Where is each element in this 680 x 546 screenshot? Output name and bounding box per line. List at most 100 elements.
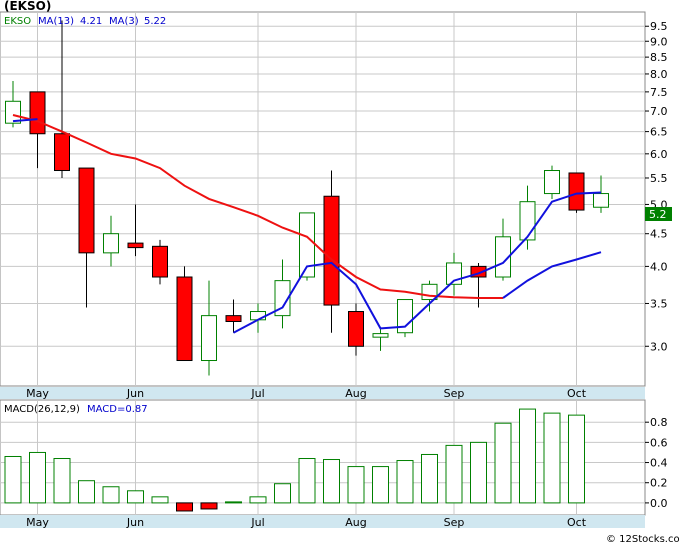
macd-month-band [0, 515, 645, 528]
chart-title: (EKSO) [4, 0, 51, 13]
price-y-tick-label: 7.0 [650, 105, 668, 118]
macd-histogram [4, 408, 585, 512]
candle-down [323, 195, 340, 306]
price-legend: EKSO MA(13) 4.21 MA(3) 5.22 [4, 16, 166, 27]
candle-up [544, 170, 560, 195]
candle-down [176, 276, 193, 362]
ma3-line-start [12, 118, 38, 123]
macd-x-axis: May Jun Jul Aug Sep Oct [26, 516, 587, 529]
footer-credit: © 12Stocks.com [606, 534, 680, 545]
macd-bar-positive [396, 460, 414, 504]
candle-up [5, 100, 21, 124]
macd-y-tick-label: 0.6 [650, 436, 668, 449]
legend-ma3-value: 5.22 [144, 16, 166, 27]
macd-y-tick-label: 0.0 [650, 497, 668, 510]
price-grid [0, 12, 645, 386]
candle-down [29, 91, 46, 135]
legend-ma13-label: MA(13) [38, 16, 74, 27]
candle-down [78, 167, 95, 254]
price-x-tick-label: Sep [444, 387, 465, 400]
macd-bar-negative [176, 502, 193, 512]
price-y-axis: 3.03.54.04.55.05.56.06.57.07.58.08.59.09… [645, 20, 668, 353]
macd-bar-positive [347, 466, 365, 504]
legend-ma3-label: MA(3) [109, 16, 139, 27]
legend-symbol: EKSO [4, 16, 31, 27]
last-price-box: 5.2 [645, 207, 672, 221]
candle-up [103, 233, 119, 254]
macd-x-tick-label: Aug [345, 516, 366, 529]
macd-bar-positive [102, 486, 120, 504]
candle-up [201, 315, 217, 362]
macd-y-axis: 0.0 0.2 0.4 0.6 0.8 [645, 416, 668, 510]
macd-bar-positive [323, 459, 340, 504]
macd-bar-positive [494, 422, 512, 504]
macd-bar-positive [568, 414, 585, 504]
last-price-label: 5.2 [649, 208, 667, 221]
price-x-tick-label: Jun [126, 387, 144, 400]
candle-up [250, 311, 266, 321]
price-y-tick-label: 8.5 [650, 51, 668, 64]
legend-ma13-value: 4.21 [80, 16, 102, 27]
macd-bar-positive [445, 444, 463, 504]
macd-x-tick-label: Sep [444, 516, 465, 529]
macd-bar-negative [200, 502, 218, 510]
candle-down [127, 242, 144, 249]
price-y-tick-label: 7.5 [650, 86, 668, 99]
candle-up [372, 333, 389, 338]
candle-down [568, 172, 585, 211]
macd-bar-positive [298, 458, 316, 504]
candle-down [152, 245, 168, 278]
candle-up [495, 236, 511, 278]
ma13-line [12, 114, 503, 299]
price-x-tick-label: Aug [345, 387, 366, 400]
price-panel [0, 11, 646, 387]
macd-bar-positive [274, 483, 291, 504]
last-price-background [645, 207, 672, 221]
macd-x-tick-label: Jun [126, 516, 144, 529]
macd-y-tick-label: 0.8 [650, 416, 668, 429]
macd-y-tick-label: 0.4 [650, 457, 668, 470]
price-y-tick-label: 4.0 [650, 260, 668, 273]
macd-x-tick-label: Jul [250, 516, 264, 529]
macd-bar-positive [127, 490, 144, 504]
macd-bar-positive [53, 458, 71, 504]
moving-average-lines [12, 114, 602, 334]
price-month-band [0, 387, 645, 399]
price-x-tick-label: Oct [567, 387, 587, 400]
candlestick-series [5, 20, 609, 376]
price-x-axis: May Jun Jul Aug Sep Oct [26, 387, 587, 400]
candle-down [54, 133, 70, 172]
candle-down [225, 315, 242, 322]
macd-legend-value: MACD=0.87 [87, 404, 148, 415]
price-y-tick-label: 8.0 [650, 68, 668, 81]
macd-bar-positive [78, 480, 95, 504]
price-y-tick-label: 4.5 [650, 228, 668, 241]
price-y-tick-label: 6.0 [650, 148, 668, 161]
macd-bar-positive [249, 496, 267, 504]
candle-down [348, 311, 364, 347]
macd-bar-positive [225, 501, 242, 504]
price-x-tick-label: May [26, 387, 49, 400]
macd-legend: MACD(26,12,9) MACD=0.87 [4, 404, 148, 415]
macd-y-tick-label: 0.2 [650, 477, 668, 490]
macd-bar-positive [151, 496, 169, 504]
macd-bar-positive [543, 412, 561, 504]
candle-up [274, 280, 291, 317]
macd-bar-positive [519, 408, 536, 504]
macd-bar-positive [470, 441, 487, 504]
ma13-continuation-line [502, 251, 602, 299]
macd-bar-positive [421, 453, 438, 504]
candle-up [519, 201, 536, 241]
candle-down [470, 265, 487, 278]
macd-x-tick-label: May [26, 516, 49, 529]
macd-legend-label: MACD(26,12,9) [4, 404, 80, 415]
macd-bar-positive [372, 466, 389, 504]
ma3-line [233, 191, 602, 334]
price-y-tick-label: 3.5 [650, 297, 668, 310]
price-y-tick-label: 6.5 [650, 126, 668, 139]
price-y-tick-label: 9.0 [650, 35, 668, 48]
price-y-tick-label: 3.0 [650, 340, 668, 353]
candle-up [593, 193, 609, 208]
price-y-tick-label: 9.5 [650, 20, 668, 33]
